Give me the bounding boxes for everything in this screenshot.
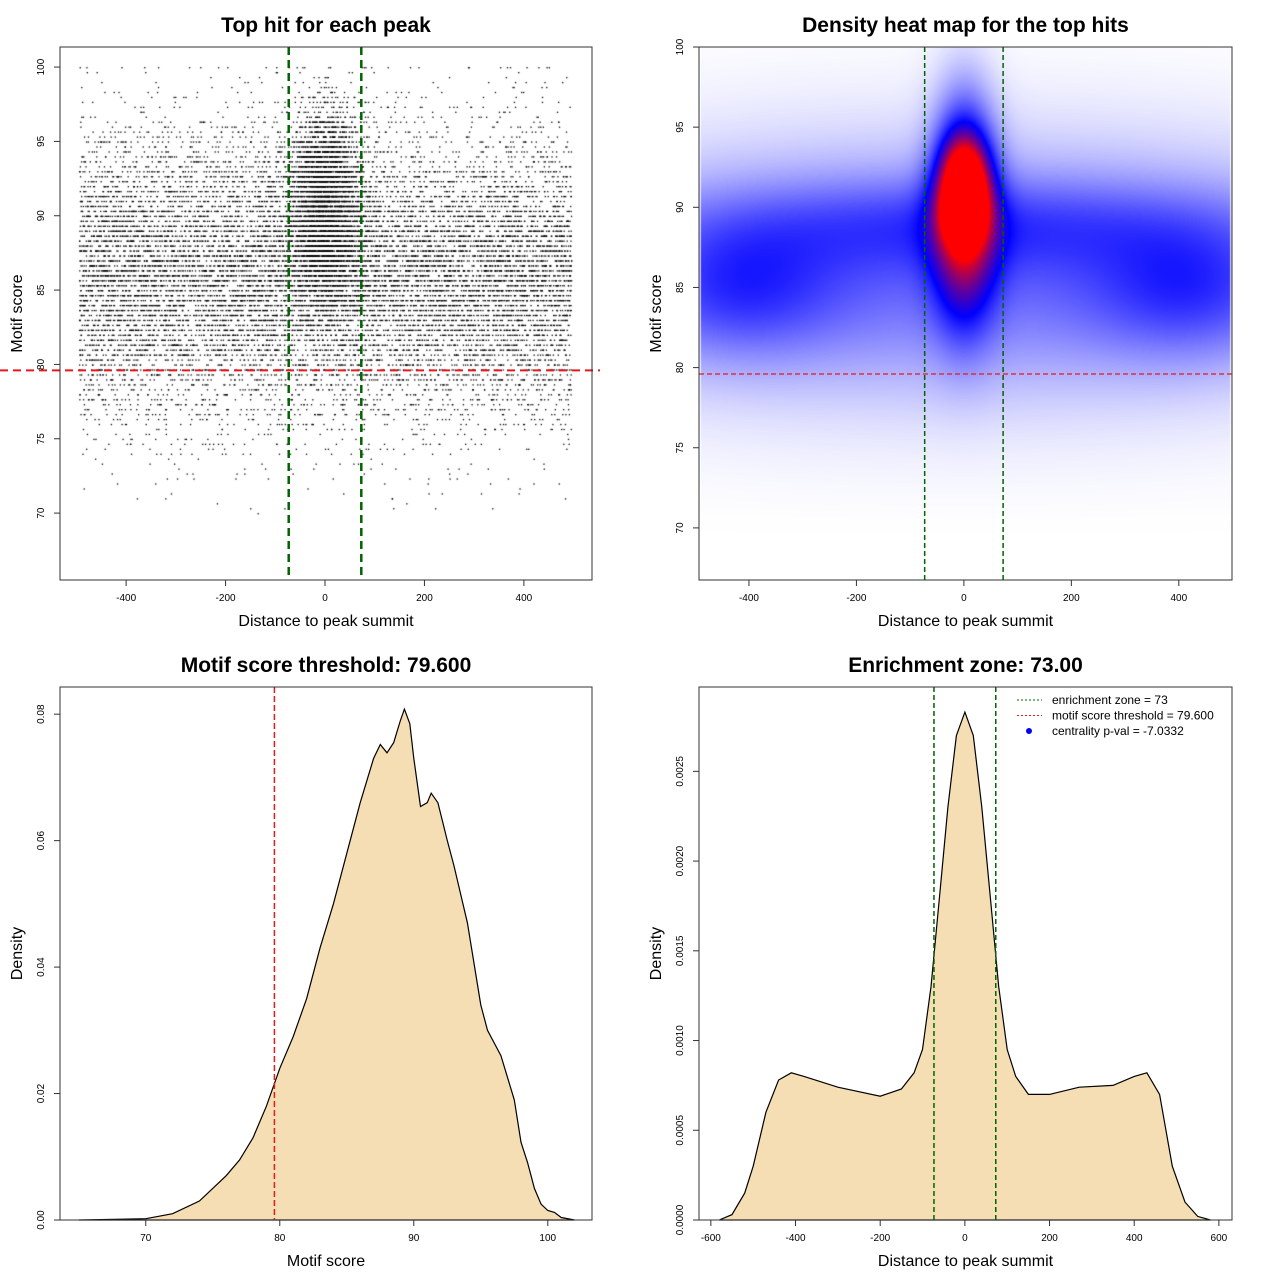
x-tick-label: 200 (1041, 1233, 1058, 1244)
y-axis-label: Density (648, 927, 665, 980)
x-axis-label: Motif score (287, 1253, 365, 1270)
x-tick-label: -400 (786, 1233, 806, 1244)
chart-title: Enrichment zone: 73.00 (848, 654, 1083, 677)
plot-frame (698, 686, 1233, 1221)
y-tick-label: 75 (675, 442, 686, 454)
x-tick-label: 90 (408, 1233, 420, 1244)
y-tick-label: 75 (36, 433, 47, 445)
legend-label: enrichment zone = 73 (1052, 693, 1168, 707)
chart-title: Density heat map for the top hits (802, 14, 1129, 37)
plot-frame (698, 46, 1233, 581)
y-tick-label: 100 (36, 58, 47, 75)
x-tick-label: 400 (1170, 593, 1187, 604)
x-tick-label: -200 (216, 593, 236, 604)
y-tick-label: 95 (675, 121, 686, 133)
x-axis-label: Distance to peak summit (878, 613, 1054, 630)
x-tick-label: 200 (416, 593, 433, 604)
legend-marker (1026, 728, 1032, 734)
y-tick-label: 100 (675, 38, 686, 55)
y-tick-label: 0.0005 (675, 1115, 686, 1146)
y-tick-label: 0.06 (36, 830, 47, 850)
x-tick-label: 400 (1126, 1233, 1143, 1244)
x-tick-label: -400 (116, 593, 136, 604)
y-axis-label: Motif score (9, 274, 26, 352)
x-tick-label: 0 (322, 593, 328, 604)
density-heatmap (699, 47, 1232, 580)
x-tick-label: 80 (274, 1233, 286, 1244)
density-curve (78, 707, 575, 1221)
y-axis-label: Density (9, 927, 26, 980)
y-tick-label: 0.0025 (675, 756, 686, 787)
y-tick-label: 95 (36, 135, 47, 147)
y-tick-label: 0.0020 (675, 845, 686, 876)
y-tick-label: 0.0015 (675, 935, 686, 966)
x-tick-label: 400 (516, 593, 533, 604)
y-tick-label: 70 (675, 522, 686, 534)
x-tick-label: -200 (870, 1233, 890, 1244)
x-tick-label: -600 (701, 1233, 721, 1244)
y-tick-label: 70 (36, 507, 47, 519)
y-tick-label: 0.0010 (675, 1025, 686, 1056)
x-tick-label: 600 (1211, 1233, 1228, 1244)
y-tick-label: 80 (675, 362, 686, 374)
x-tick-label: -200 (846, 593, 866, 604)
y-axis-label: Motif score (648, 274, 665, 352)
plot-frame (59, 686, 593, 1221)
x-tick-label: -400 (739, 593, 759, 604)
x-tick-label: 0 (962, 1233, 968, 1244)
y-tick-label: 85 (675, 281, 686, 293)
y-tick-label: 80 (36, 358, 47, 370)
legend-label: centrality p-val = -7.0332 (1052, 724, 1184, 738)
legend-label: motif score threshold = 79.600 (1052, 709, 1214, 723)
plot-frame (59, 46, 593, 581)
x-tick-label: 70 (140, 1233, 152, 1244)
x-tick-label: 100 (539, 1233, 556, 1244)
density-curve (719, 710, 1211, 1221)
x-axis-label: Distance to peak summit (878, 1253, 1054, 1270)
y-tick-label: 0.00 (36, 1210, 47, 1230)
x-tick-label: 0 (961, 593, 967, 604)
y-tick-label: 85 (36, 284, 47, 296)
y-tick-label: 0.08 (36, 704, 47, 724)
chart-title: Top hit for each peak (221, 14, 431, 37)
y-tick-label: 0.04 (36, 957, 47, 977)
y-tick-label: 0.0000 (675, 1204, 686, 1235)
chart-title: Motif score threshold: 79.600 (181, 654, 472, 677)
x-axis-label: Distance to peak summit (238, 613, 414, 630)
y-tick-label: 90 (36, 210, 47, 222)
x-tick-label: 200 (1063, 593, 1080, 604)
scatter-points (60, 47, 592, 580)
y-tick-label: 90 (675, 201, 686, 213)
y-tick-label: 0.02 (36, 1083, 47, 1103)
